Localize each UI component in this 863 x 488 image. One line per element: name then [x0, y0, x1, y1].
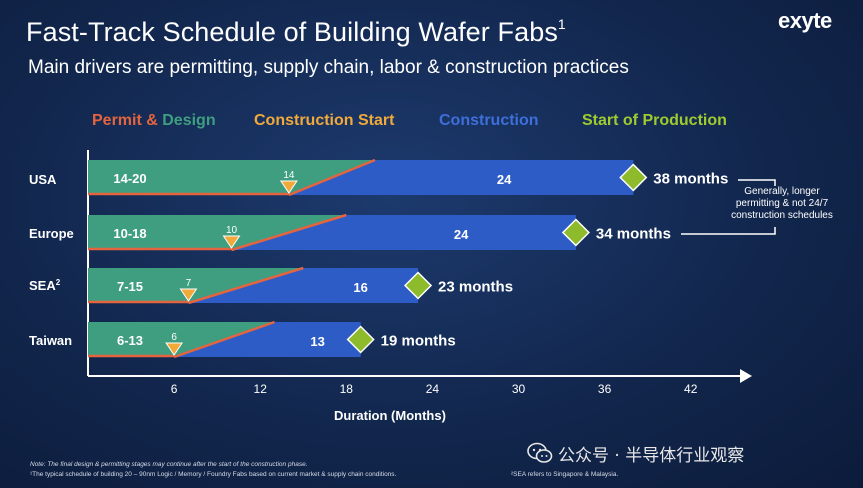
- page-subtitle: Main drivers are permitting, supply chai…: [28, 57, 629, 78]
- permit-boundary-line-usa: [288, 158, 376, 197]
- construction-start-label-europe: 10: [226, 225, 238, 236]
- construction-start-label-usa: 14: [283, 170, 295, 181]
- construction-label-sea: 16: [353, 280, 367, 295]
- construction-label-taiwan: 13: [310, 334, 324, 349]
- footnote-2: ²SEA refers to Singapore & Malaysia.: [511, 471, 619, 478]
- watermark-text: 公众号 · 半导体行业观察: [558, 446, 745, 466]
- x-axis-title: Duration (Months): [334, 408, 446, 423]
- permit-bar-usa: [88, 160, 375, 195]
- footnote-note: Note: The final design & permitting stag…: [30, 461, 308, 468]
- construction-start-marker-europe: [222, 235, 241, 249]
- annotation-bracket-top: [738, 179, 776, 186]
- permit-bar-sea: [88, 268, 304, 303]
- construction-start-marker-sea: [179, 288, 198, 302]
- permit-label-taiwan: 6-13: [117, 333, 143, 348]
- x-tick-label-30: 30: [512, 382, 526, 396]
- permit-label-usa: 14-20: [113, 171, 146, 186]
- row-label-sea: SEA2: [29, 278, 61, 293]
- permit-bar-taiwan: [88, 322, 275, 357]
- total-label-sea: 23 months: [438, 279, 513, 296]
- brand-logo: exyte: [778, 8, 832, 33]
- construction-label-usa: 24: [497, 172, 512, 187]
- total-label-europe: 34 months: [596, 226, 671, 243]
- production-marker-europe: [561, 218, 590, 247]
- legend-start-of-production: Start of Production: [582, 112, 727, 129]
- production-marker-taiwan: [346, 325, 375, 354]
- row-label-usa: USA: [29, 172, 57, 187]
- construction-start-marker-taiwan: [165, 342, 184, 356]
- x-tick-label-36: 36: [598, 382, 612, 396]
- construction-label-europe: 24: [454, 227, 469, 242]
- construction-start-label-sea: 7: [186, 278, 192, 289]
- footnote-1: ¹The typical schedule of building 20 – 9…: [30, 471, 397, 478]
- permit-label-europe: 10-18: [113, 226, 146, 241]
- x-tick-label-42: 42: [684, 382, 698, 396]
- x-tick-label-24: 24: [426, 382, 440, 396]
- permit-boundary-line-taiwan: [173, 320, 275, 359]
- production-marker-sea: [403, 271, 433, 300]
- legend-construction-start: Construction Start: [254, 112, 395, 129]
- row-label-taiwan: Taiwan: [29, 333, 73, 348]
- x-tick-label-6: 6: [171, 382, 178, 396]
- total-label-usa: 38 months: [653, 171, 728, 188]
- construction-start-marker-usa: [279, 180, 298, 194]
- permit-bar-europe: [88, 215, 347, 250]
- permit-label-sea: 7-15: [117, 279, 143, 294]
- permit-boundary-line-europe: [231, 213, 347, 252]
- right-annotation-note: Generally, longer permitting & not 24/7 …: [731, 186, 833, 221]
- legend-permit-design: Permit & Design: [92, 112, 216, 129]
- row-label-europe: Europe: [29, 226, 74, 241]
- title-footnote-marker: 1: [557, 16, 566, 32]
- x-tick-label-12: 12: [254, 382, 268, 396]
- legend-construction: Construction: [439, 112, 539, 129]
- production-marker-usa: [619, 163, 648, 192]
- page-title: Fast-Track Schedule of Building Wafer Fa…: [26, 16, 566, 47]
- permit-boundary-line-sea: [188, 266, 304, 305]
- wechat-icon: [527, 442, 553, 463]
- x-tick-label-18: 18: [340, 382, 354, 396]
- total-label-taiwan: 19 months: [381, 333, 456, 350]
- construction-start-label-taiwan: 6: [171, 332, 177, 343]
- annotation-bracket-bottom: [681, 227, 776, 235]
- x-axis-arrow: [740, 369, 752, 383]
